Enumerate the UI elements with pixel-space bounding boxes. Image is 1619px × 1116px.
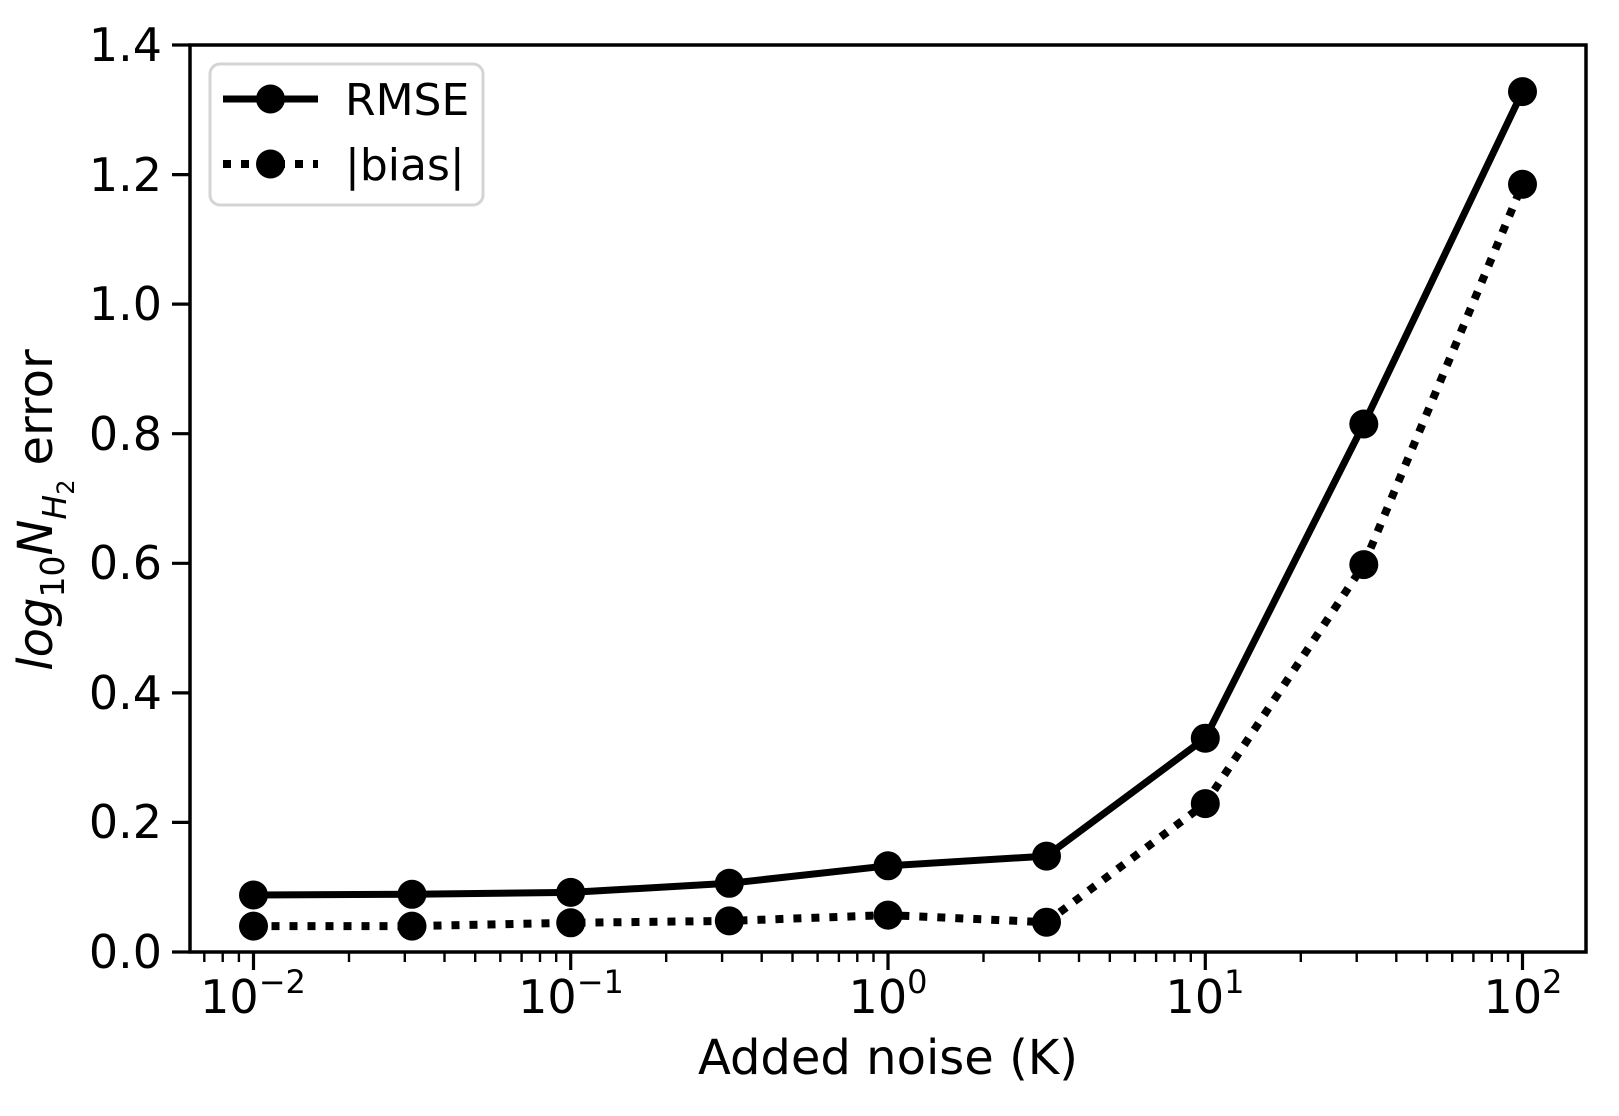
- legend-sample-marker: [256, 149, 285, 179]
- data-point-marker: [873, 900, 903, 930]
- data-point-marker: [397, 879, 427, 909]
- y-axis-label: log10NH2error: [8, 349, 80, 671]
- legend-entry-bias: |bias|: [223, 140, 465, 191]
- series-line: [253, 182, 1527, 931]
- x-tick-label: 102: [1484, 963, 1563, 1024]
- data-point-marker: [239, 880, 268, 910]
- legend-sample-marker: [256, 84, 285, 114]
- x-tick-label: 101: [1166, 963, 1245, 1024]
- legend-sample-solid-line: [223, 84, 318, 114]
- y-tick-label: 0.4: [89, 666, 162, 720]
- series-bias: [239, 169, 1537, 941]
- data-point-marker: [1508, 169, 1537, 199]
- y-tick-label: 0.8: [89, 407, 162, 461]
- legend-sample-dotted-line: [223, 149, 318, 179]
- y-tick-label: 0.0: [89, 925, 162, 979]
- data-point-marker: [1190, 789, 1220, 819]
- legend-label-rmse: RMSE: [345, 75, 469, 126]
- y-tick-label: 1.0: [89, 277, 162, 331]
- series-rmse: [239, 77, 1537, 910]
- x-tick-label: 100: [849, 963, 928, 1024]
- y-tick-label: 1.2: [89, 148, 162, 202]
- data-point-marker: [873, 851, 903, 881]
- data-point-marker: [1032, 841, 1061, 871]
- data-point-marker: [239, 911, 268, 941]
- legend-entry-rmse: RMSE: [223, 75, 469, 126]
- x-tick-label: 10−2: [200, 963, 306, 1024]
- x-tick-label: 10−1: [518, 963, 624, 1024]
- data-point-marker: [1032, 907, 1061, 937]
- legend-label-bias: |bias|: [345, 140, 465, 191]
- y-tick-label: 0.6: [89, 536, 162, 590]
- data-point-marker: [397, 911, 427, 941]
- y-tick-label: 0.2: [89, 795, 162, 849]
- data-point-marker: [1508, 77, 1537, 107]
- data-point-marker: [714, 868, 744, 898]
- plot-border: [188, 43, 1588, 954]
- x-axis-label: Added noise (K): [698, 1030, 1078, 1086]
- data-point-marker: [1349, 550, 1379, 580]
- plot-geometry: [172, 43, 1588, 970]
- series-line: [253, 90, 1526, 899]
- data-point-marker: [714, 906, 744, 936]
- data-point-marker: [1349, 409, 1379, 439]
- data-point-marker: [556, 877, 586, 907]
- legend: RMSE |bias|: [208, 62, 485, 207]
- data-point-marker: [1190, 723, 1220, 753]
- y-tick-label: 1.4: [89, 18, 162, 72]
- x-tick-labels: 10−2 10−1 100 101 102: [200, 963, 1562, 1024]
- data-point-marker: [556, 908, 586, 938]
- y-tick-labels: 0.0 0.2 0.4 0.6 0.8 1.0 1.2 1.4: [89, 18, 162, 979]
